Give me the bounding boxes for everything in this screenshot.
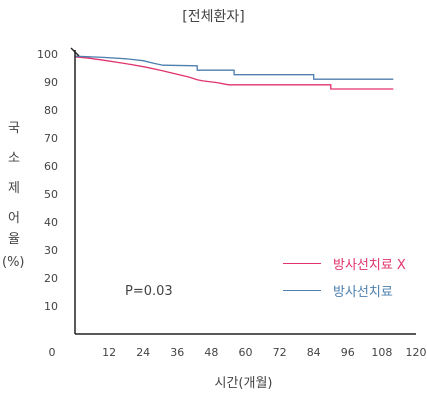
- y-tick-label: 20: [44, 272, 58, 285]
- series-line-1: [74, 56, 394, 90]
- y-tick-label: 60: [44, 160, 58, 173]
- y-tick-label: 90: [44, 76, 58, 89]
- x-axis-ticks: 0 12 24 36 48 60 72 84 96 108 120: [49, 346, 427, 359]
- y-label-char-4: 어: [8, 211, 20, 226]
- x-tick-label: 36: [170, 346, 184, 359]
- series-line-2: [74, 55, 394, 80]
- x-tick-label: 120: [406, 346, 427, 359]
- legend-label-2: 방사선치료: [333, 285, 393, 300]
- y-label-char-1: 국: [8, 121, 20, 136]
- y-label-char-2: 소: [8, 151, 20, 166]
- y-tick-label: 70: [44, 132, 58, 145]
- origin-marker: [70, 47, 80, 57]
- y-tick-label: 40: [44, 216, 58, 229]
- x-axis-title: 시간(개월): [214, 376, 273, 391]
- legend-swatch-1: [283, 263, 321, 264]
- y-tick-label: 100: [37, 48, 58, 61]
- chart-title: [전체환자]: [182, 9, 245, 25]
- legend-item-2: 방사선치료: [283, 281, 393, 300]
- y-label-char-5: 율: [8, 232, 20, 247]
- x-tick-label: 72: [273, 346, 287, 359]
- y-label-char-3: 제: [8, 181, 20, 196]
- legend-label-1: 방사선치료 X: [333, 258, 406, 273]
- x-tick-label: 84: [307, 346, 321, 359]
- y-axis-ticks: 10 20 30 40 50 60 70 80 90 100: [37, 48, 58, 313]
- legend-swatch-2: [283, 290, 321, 291]
- y-tick-label: 80: [44, 104, 58, 117]
- x-tick-label: 0: [49, 346, 56, 359]
- legend-item-1: 방사선치료 X: [283, 254, 406, 273]
- series-lines: [74, 55, 394, 90]
- y-label-char-6: (%): [2, 255, 25, 270]
- x-tick-label: 108: [371, 346, 392, 359]
- x-tick-label: 60: [239, 346, 253, 359]
- y-tick-label: 50: [44, 188, 58, 201]
- y-tick-label: 30: [44, 244, 58, 257]
- p-value-annotation: P=0.03: [125, 284, 173, 299]
- x-tick-label: 96: [341, 346, 355, 359]
- x-tick-label: 12: [102, 346, 116, 359]
- y-tick-label: 10: [44, 300, 58, 313]
- x-tick-label: 24: [136, 346, 150, 359]
- x-tick-label: 48: [204, 346, 218, 359]
